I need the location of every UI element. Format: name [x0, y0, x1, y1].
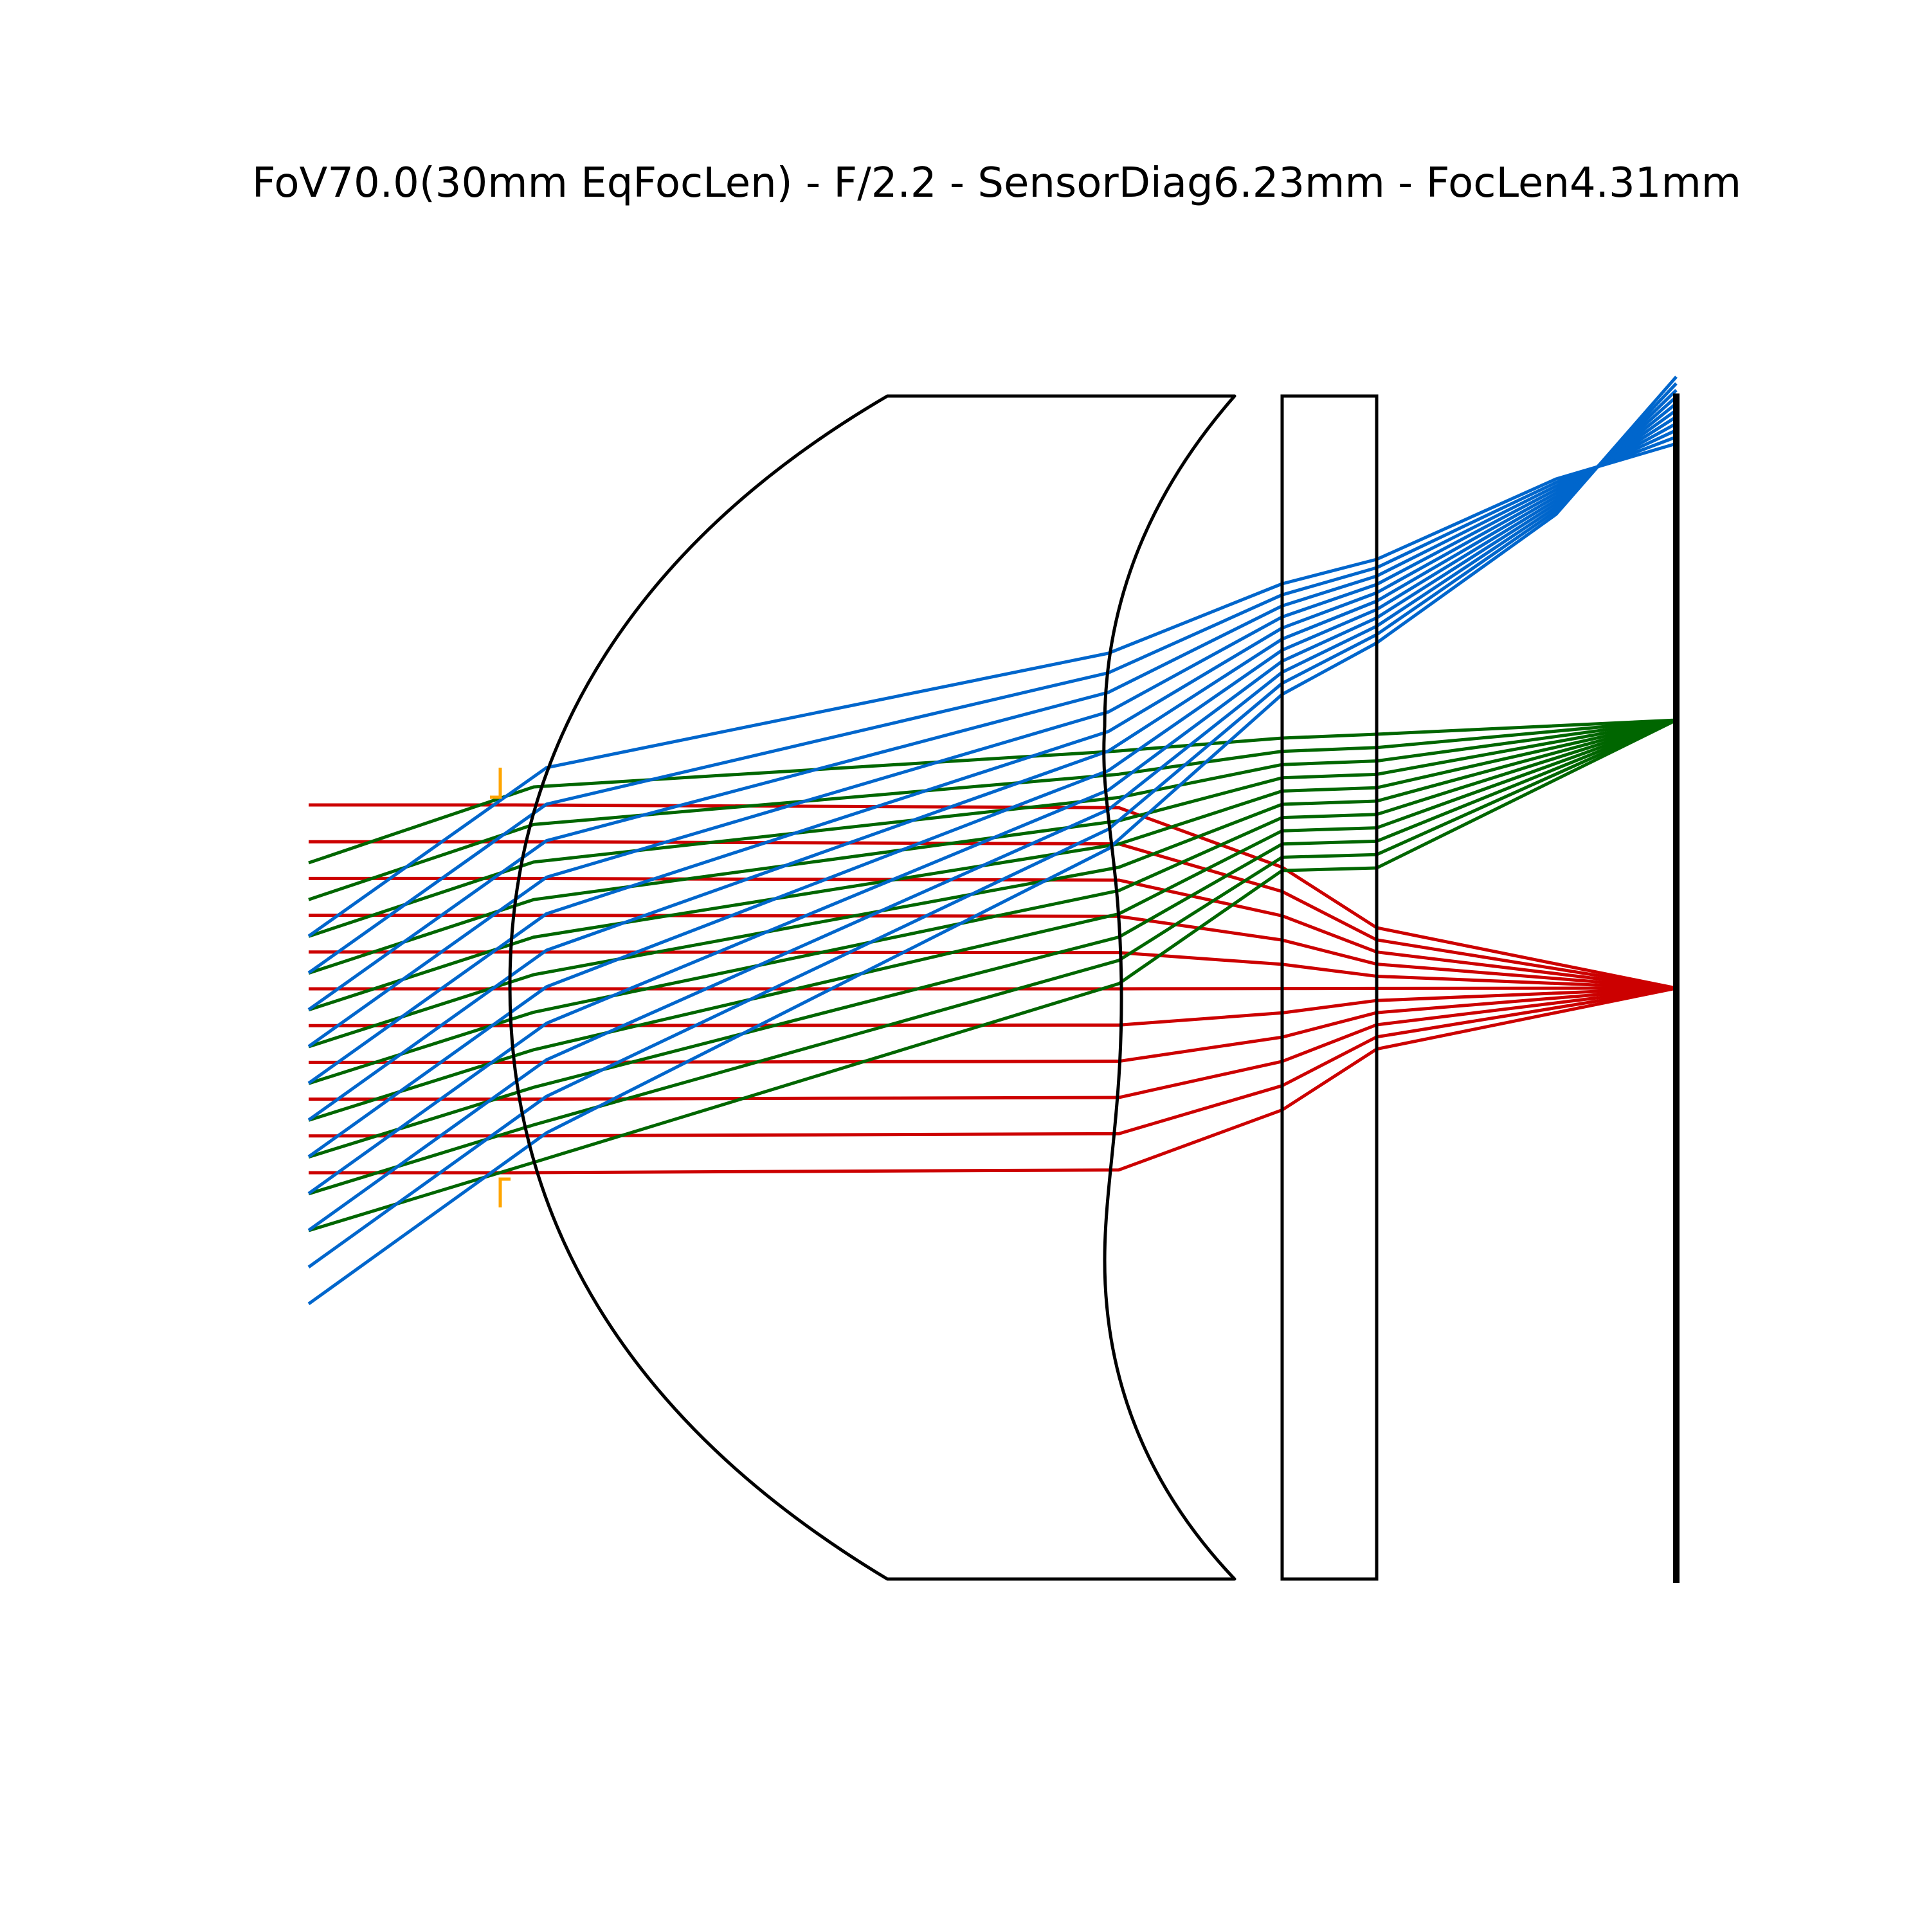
on-axis-ray: [309, 950, 1677, 990]
mid-field-ray: [308, 718, 1677, 865]
mid-field-ray: [308, 718, 1677, 901]
mid-field-ray-bundle: [308, 718, 1678, 1232]
mid-field-ray: [308, 718, 1677, 1122]
on-axis-ray: [309, 986, 1677, 991]
cover-glass: [1280, 394, 1379, 1581]
aperture-stop: [490, 768, 511, 1207]
aperture-stop-bottom-marker: [498, 1177, 511, 1207]
mid-field-ray: [308, 718, 1677, 938]
mid-field-ray: [308, 718, 1677, 1159]
diagram-title: FoV70.0(30mm EqFocLen) - F/2.2 - SensorD…: [251, 159, 1742, 207]
mid-field-ray: [308, 718, 1678, 1232]
lens-element: [508, 394, 1236, 1581]
on-axis-ray: [309, 986, 1677, 1027]
on-axis-ray: [309, 986, 1677, 1175]
on-axis-ray: [309, 986, 1677, 1064]
on-axis-ray: [309, 986, 1677, 1138]
mid-field-ray: [308, 718, 1678, 1196]
aperture-stop-top-marker: [490, 768, 502, 799]
on-axis-ray: [309, 986, 1677, 1101]
